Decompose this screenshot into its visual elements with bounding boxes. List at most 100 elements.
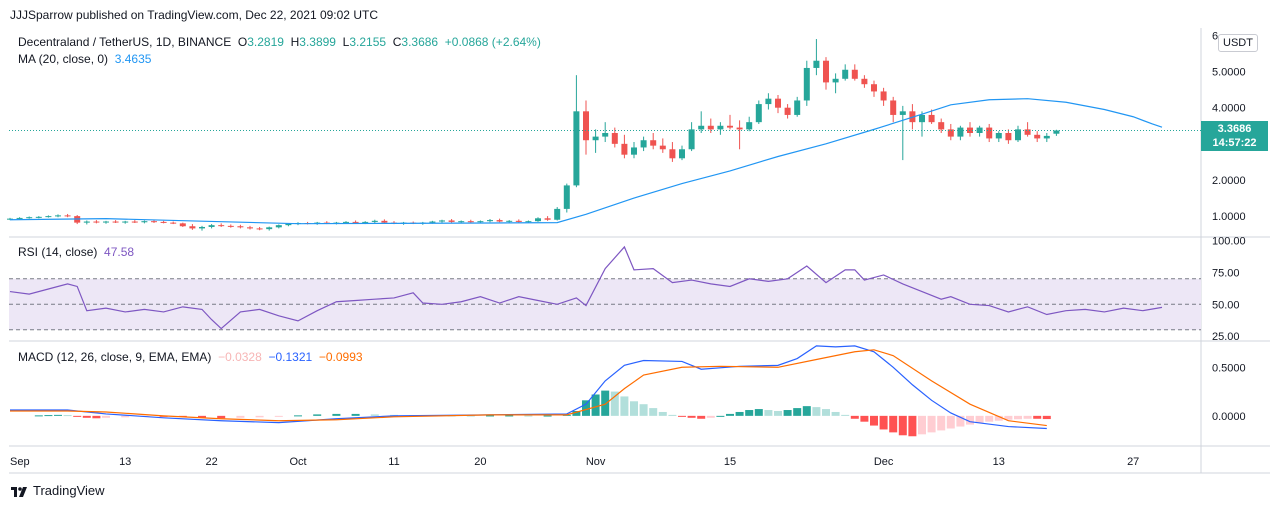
macd-histogram-bar [793, 408, 802, 416]
candle-body [890, 100, 897, 115]
macd-signal-value: −0.0993 [318, 350, 363, 364]
candle-body [707, 125, 714, 130]
ma-value: 3.4635 [114, 52, 152, 66]
candle-body [650, 140, 657, 146]
macd-histogram-bar [63, 415, 72, 417]
candle [976, 125, 983, 137]
tradingview-logo-icon [11, 487, 27, 497]
macd-histogram-bar [198, 415, 206, 418]
candle [64, 213, 71, 218]
candle-body [275, 225, 282, 228]
candle-body [602, 133, 609, 137]
candle [1015, 125, 1021, 143]
candle [218, 223, 225, 227]
candle-body [1053, 130, 1060, 134]
candle-body [592, 136, 599, 141]
candle [583, 100, 589, 155]
macd-histogram-bar [601, 390, 610, 416]
macd-histogram-bar [466, 415, 475, 417]
candle [890, 96, 897, 123]
candle [611, 127, 618, 148]
candle-body [947, 129, 954, 137]
candle-body [727, 125, 733, 128]
macd-histogram-bar [34, 415, 43, 417]
candle-body [179, 223, 186, 227]
ma-label: MA (20, close, 0) [18, 52, 109, 66]
macd-histogram-bar [966, 415, 974, 425]
candle-body [141, 221, 148, 223]
macd-histogram-bar [879, 415, 888, 430]
last-price-value: 3.3686 [1217, 123, 1252, 135]
candle [688, 122, 695, 152]
x-tick-label: 22 [205, 456, 217, 468]
candle-body [381, 220, 388, 223]
symbol-legend: Decentraland / TetherUS, 1D, BINANCE O3.… [18, 35, 541, 49]
macd-histogram-bar [697, 415, 706, 419]
candle-body [122, 221, 129, 223]
candle-body [131, 221, 138, 223]
macd-histogram-bar [774, 411, 782, 416]
candle [189, 224, 196, 230]
tradingview-logo[interactable]: TradingView [11, 483, 105, 498]
candle [515, 219, 522, 223]
currency-button[interactable]: USDT [1218, 34, 1258, 52]
candle-body [93, 221, 100, 223]
macd-histogram-bar [639, 404, 648, 416]
publisher-header: JJJSparrow published on TradingView.com,… [10, 8, 378, 22]
macd-histogram-bar [726, 413, 734, 416]
candle-body [842, 69, 849, 79]
candle [659, 138, 666, 153]
macd-histogram-bar [870, 415, 878, 426]
candle [1005, 129, 1012, 144]
macd-histogram [34, 390, 1051, 437]
candle [83, 220, 90, 225]
ma-line [9, 98, 1163, 225]
candle [861, 75, 868, 88]
macd-histogram-value: −0.0328 [218, 350, 262, 364]
macd-histogram-bar [1014, 415, 1022, 420]
candle [26, 216, 33, 219]
macd-histogram-bar [831, 411, 840, 416]
candle [381, 219, 388, 224]
macd-histogram-bar [918, 415, 926, 435]
macd-histogram-bar [706, 415, 715, 418]
candle [967, 122, 973, 137]
x-tick-label: 20 [474, 456, 486, 468]
macd-histogram-bar [908, 415, 917, 437]
macd-histogram-bar [764, 410, 773, 416]
candle-body [506, 220, 513, 222]
candle-body [45, 216, 52, 218]
candle-body [64, 215, 71, 217]
candle [103, 220, 109, 224]
candle [237, 224, 244, 229]
macd-histogram-bar [754, 409, 763, 416]
macd-histogram-bar [822, 409, 830, 416]
macd-histogram-bar [572, 411, 581, 416]
candle [947, 123, 954, 141]
macd-label: MACD (12, 26, close, 9, EMA, EMA) [18, 350, 212, 364]
ma-legend: MA (20, close, 0) 3.4635 [18, 52, 151, 66]
candle-body [765, 98, 772, 105]
last-price-tag: 3.3686 14:57:22 [1201, 121, 1268, 151]
macd-histogram-bar [956, 415, 965, 427]
macd-histogram-bar [658, 411, 667, 416]
macd-histogram-bar [649, 408, 658, 416]
change-value: +0.0868 (+2.64%) [444, 35, 541, 49]
macd-histogram-bar [524, 415, 533, 417]
macd-histogram-bar [54, 414, 62, 416]
candle-body [448, 220, 455, 222]
macd-histogram-bar [73, 415, 82, 417]
candle [669, 142, 676, 162]
macd-histogram-bar [370, 414, 379, 416]
x-tick-label: 13 [119, 456, 131, 468]
candle [93, 220, 100, 224]
candle-body [871, 84, 877, 92]
candle-body [775, 98, 781, 108]
candle-body [755, 104, 762, 123]
close-label: C [392, 35, 402, 49]
macd-histogram-bar [927, 415, 936, 433]
rsi-series [9, 245, 1163, 330]
candle-body [698, 125, 705, 130]
candle-body [736, 127, 743, 130]
